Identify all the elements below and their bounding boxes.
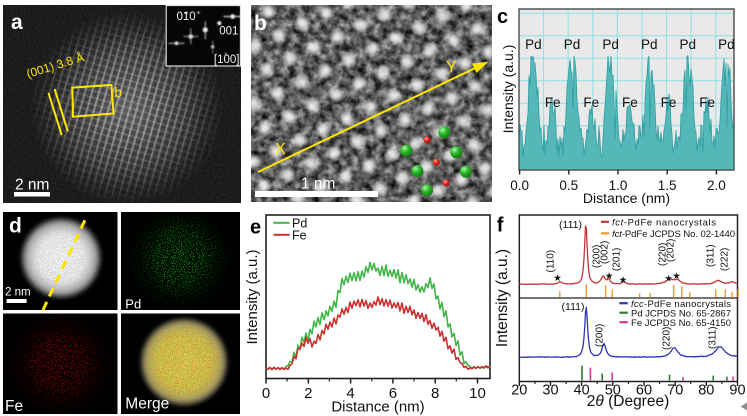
svg-text:Distance (nm): Distance (nm) [331,399,424,416]
svg-text:b: b [115,85,123,100]
svg-text:2.0: 2.0 [707,178,726,193]
svg-text:[100]: [100] [214,54,240,66]
svg-text:Y: Y [446,59,457,76]
svg-text:010: 010 [177,11,196,23]
svg-text:Pd: Pd [292,216,307,230]
svg-text:★: ★ [672,271,681,282]
svg-text:001: 001 [219,26,238,38]
svg-text:Pd: Pd [680,37,697,52]
svg-text:(220): (220) [658,243,669,266]
svg-text:Pd: Pd [602,37,619,52]
svg-text:Merge: Merge [125,396,169,413]
svg-text:fct-PdFe JCPDS No. 02-1440: fct-PdFe JCPDS No. 02-1440 [612,229,735,240]
svg-text:fcc-PdFe nanocrystals: fcc-PdFe nanocrystals [631,299,731,310]
svg-text:90: 90 [729,383,745,399]
svg-text:2θ (Degree): 2θ (Degree) [587,393,670,410]
svg-text:Pd JCPDS No. 65-2867: Pd JCPDS No. 65-2867 [631,309,731,320]
svg-text:30: 30 [542,383,558,399]
svg-text:Distance (nm): Distance (nm) [583,190,670,206]
svg-text:(002): (002) [600,241,611,264]
svg-text:(200): (200) [592,245,603,268]
svg-text:Pd: Pd [525,37,542,52]
svg-text:(110): (110) [546,250,557,273]
svg-text:1 nm: 1 nm [301,176,335,193]
svg-text:d: d [9,215,22,238]
svg-text:50: 50 [605,383,621,399]
svg-text:Intensity (a.u.): Intensity (a.u.) [244,249,261,344]
svg-text:6: 6 [389,385,397,402]
svg-text:★: ★ [605,271,614,282]
svg-text:Fe: Fe [292,228,307,242]
svg-text:b: b [254,12,267,35]
svg-text:20: 20 [511,383,527,399]
svg-text:Fe: Fe [5,398,23,414]
svg-text:8: 8 [431,385,439,402]
svg-text:(220): (220) [662,327,673,350]
svg-text:fct-PdFe nanocrystals: fct-PdFe nanocrystals [612,218,716,229]
svg-text:(111): (111) [559,219,582,231]
svg-text:★: ★ [619,275,628,286]
svg-text:60: 60 [636,383,652,399]
svg-text:Fe JCPDS No. 65-4150: Fe JCPDS No. 65-4150 [631,318,731,329]
svg-text:4: 4 [346,385,354,402]
svg-text:Pd: Pd [641,37,658,52]
svg-text:f: f [497,215,504,237]
svg-text:(201): (201) [612,248,623,271]
svg-text:★: ★ [664,274,673,285]
svg-text:(111): (111) [562,301,585,313]
svg-text:1.5: 1.5 [658,178,677,193]
svg-text:Fe: Fe [661,95,677,110]
svg-text:Fe: Fe [583,95,599,110]
svg-text:0: 0 [262,385,270,402]
svg-text:(311): (311) [706,244,717,267]
svg-text:10: 10 [469,385,486,402]
svg-text:X: X [275,141,286,158]
svg-text:Pd: Pd [564,37,581,52]
svg-text:(222): (222) [720,248,731,271]
svg-text:Fe: Fe [545,95,561,110]
svg-text:Fe: Fe [699,95,715,110]
svg-text:Pd: Pd [125,297,141,312]
svg-text:(200): (200) [595,324,606,347]
svg-text:80: 80 [698,383,714,399]
svg-text:0.0: 0.0 [510,178,529,193]
svg-text:2: 2 [304,385,312,402]
svg-text:Intensity (a.u.): Intensity (a.u.) [500,45,516,134]
svg-text:Fe: Fe [622,95,638,110]
svg-text:e: e [250,217,261,239]
svg-text:c: c [497,6,508,28]
svg-text:40: 40 [574,383,590,399]
svg-text:(202): (202) [666,239,677,262]
svg-text:1.0: 1.0 [609,178,628,193]
svg-text:70: 70 [667,383,683,399]
svg-text:Pd: Pd [718,37,735,52]
svg-text:2 nm: 2 nm [15,177,49,194]
svg-text:(311): (311) [708,326,719,349]
svg-text:2 nm: 2 nm [5,287,31,299]
svg-text:0.5: 0.5 [559,178,578,193]
svg-text:Intensity (a.u.): Intensity (a.u.) [494,249,511,347]
svg-text:★: ★ [553,273,562,284]
